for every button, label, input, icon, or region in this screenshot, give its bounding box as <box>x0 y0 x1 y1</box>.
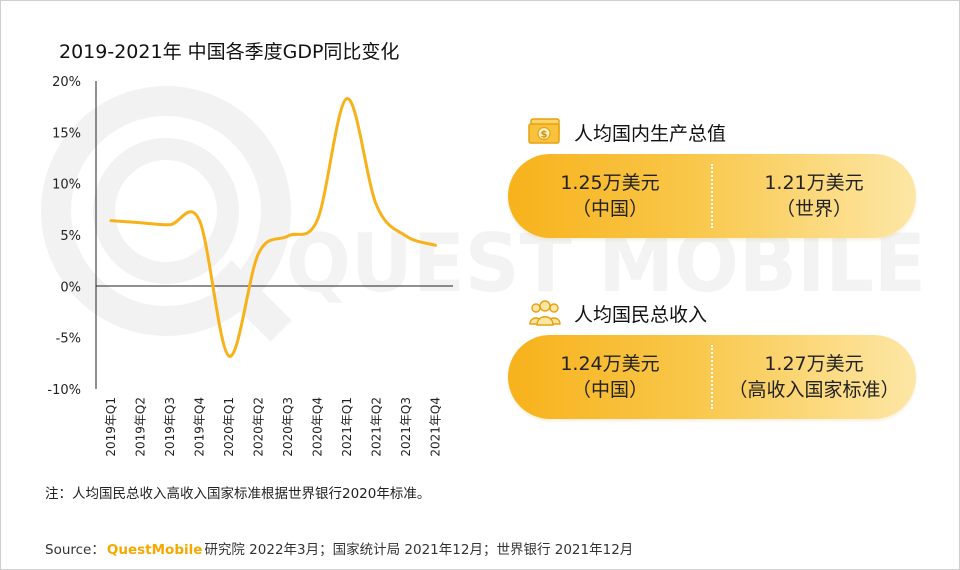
gni-per-capita-card: 1.24万美元 （中国） 1.27万美元 （高收入国家标准） <box>508 335 916 419</box>
world-gdp-per-capita: 1.21万美元 （世界） <box>712 154 916 238</box>
source-line: Source： QuestMobile 研究院 2022年3月；国家统计局 2021… <box>45 538 633 558</box>
gdp-per-capita-card: 1.25万美元 （中国） 1.21万美元 （世界） <box>508 154 916 238</box>
gdp-per-capita-header: $ 人均国内生产总值 <box>528 118 726 146</box>
questmobile-brand: QuestMobile <box>106 542 203 558</box>
card-value: 1.25万美元 <box>560 172 660 194</box>
x-tick-label: 2020年Q4 <box>311 397 325 457</box>
x-tick-label: 2019年Q4 <box>193 397 207 457</box>
china-gdp-per-capita: 1.25万美元 （中国） <box>508 154 712 238</box>
high-income-gni-standard: 1.27万美元 （高收入国家标准） <box>712 335 916 419</box>
card-label: （高收入国家标准） <box>728 379 900 401</box>
y-tick-label: 10% <box>52 178 81 193</box>
source-prefix: Source： <box>45 542 105 558</box>
x-tick-label: 2020年Q1 <box>222 397 236 457</box>
source-text: 研究院 2022年3月；国家统计局 2021年12月；世界银行 2021年12月 <box>204 542 634 558</box>
card-value: 1.24万美元 <box>560 353 660 375</box>
x-tick-label: 2019年Q3 <box>163 397 177 457</box>
y-tick-label: 0% <box>60 280 81 295</box>
y-tick-label: 15% <box>52 126 81 141</box>
x-tick-label: 2021年Q3 <box>399 397 413 457</box>
gni-per-capita-header: 人均国民总收入 <box>528 299 707 327</box>
x-tick-label: 2020年Q3 <box>281 397 295 457</box>
card-divider <box>711 345 713 409</box>
card-title: 人均国民总收入 <box>574 303 708 326</box>
card-label: （中国） <box>571 379 648 401</box>
people-group-icon <box>529 300 561 326</box>
china-gni-per-capita: 1.24万美元 （中国） <box>508 335 712 419</box>
x-tick-labels: 2019年Q1 2019年Q2 2019年Q3 2019年Q4 2020年Q1 2020年… <box>104 397 443 457</box>
money-bill-icon: $ <box>528 118 560 144</box>
y-tick-label: -10% <box>47 383 81 398</box>
svg-text:$: $ <box>541 130 548 141</box>
card-divider <box>711 164 713 228</box>
x-tick-label: 2021年Q4 <box>429 397 443 457</box>
x-tick-label: 2021年Q2 <box>370 397 384 457</box>
footnote: 注：人均国民总收入高收入国家标准根据世界银行2020年标准。 <box>45 486 431 502</box>
y-tick-label: -5% <box>56 332 81 347</box>
y-tick-labels: 20% 15% 10% 5% 0% -5% -10% <box>47 75 81 398</box>
x-tick-label: 2020年Q2 <box>252 397 266 457</box>
x-tick-label: 2021年Q1 <box>340 397 354 457</box>
card-value: 1.21万美元 <box>764 172 864 194</box>
y-tick-label: 5% <box>60 229 81 244</box>
gdp-growth-line <box>109 96 437 358</box>
y-tick-label: 20% <box>52 75 81 90</box>
card-value: 1.27万美元 <box>764 353 864 375</box>
card-title: 人均国内生产总值 <box>574 122 727 145</box>
x-tick-label: 2019年Q1 <box>104 397 118 457</box>
card-label: （中国） <box>571 198 648 220</box>
chart-title: 2019-2021年 中国各季度GDP同比变化 <box>59 41 400 63</box>
x-tick-label: 2019年Q2 <box>134 397 148 457</box>
card-label: （世界） <box>775 198 852 220</box>
